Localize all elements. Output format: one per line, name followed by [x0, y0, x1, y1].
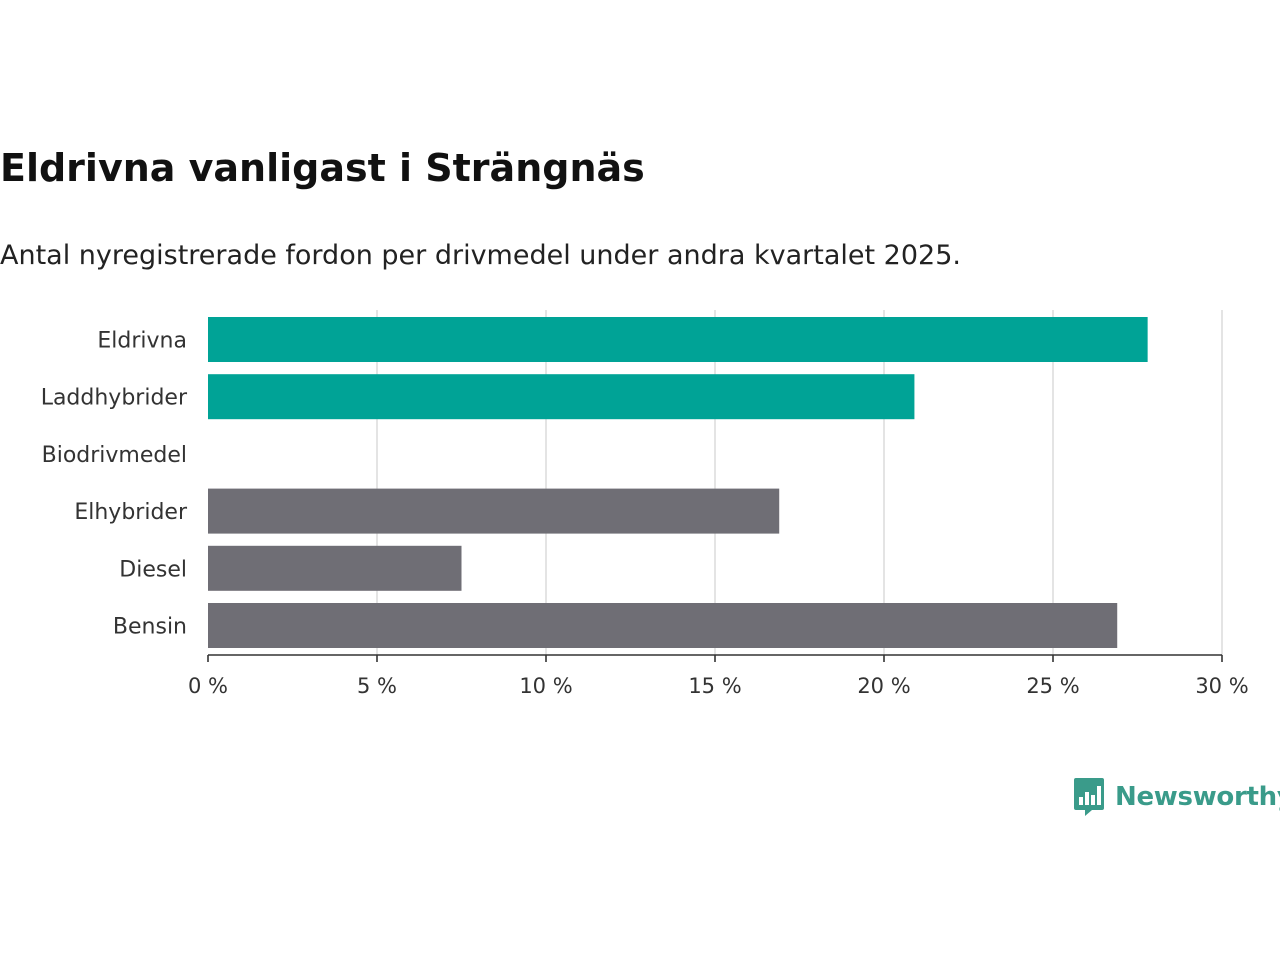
category-label: Laddhybrider — [41, 386, 188, 411]
category-label: Eldrivna — [97, 329, 187, 354]
x-tick-label: 15 % — [688, 674, 741, 698]
chart-subtitle: Antal nyregistrerade fordon per drivmede… — [0, 240, 961, 271]
category-label: Bensin — [113, 615, 187, 640]
brand-name: Newsworthy — [1115, 782, 1280, 812]
bar-diesel[interactable] — [208, 545, 462, 591]
category-label: Diesel — [119, 557, 187, 582]
bar-eldrivna[interactable] — [208, 317, 1148, 362]
x-tick-label: 20 % — [857, 674, 910, 698]
bar-bensin[interactable] — [208, 603, 1118, 648]
x-tick-label: 30 % — [1195, 674, 1248, 698]
x-tick-label: 5 % — [357, 674, 397, 698]
chart-title: Eldrivna vanligast i Strängnäs — [0, 146, 645, 190]
newsworthy-logo: Newsworthy — [1072, 776, 1280, 818]
category-label: Elhybrider — [74, 500, 188, 525]
bar-chart: Eldrivna Laddhybrider Biodrivmedel Elhybrid… — [41, 310, 1249, 698]
x-tick-label: 25 % — [1026, 674, 1079, 698]
bar-chart-speech-bubble-icon — [1074, 778, 1104, 816]
category-label: Biodrivmedel — [42, 443, 187, 468]
bar-elhybrider[interactable] — [208, 488, 780, 534]
x-tick-label: 10 % — [519, 674, 572, 698]
x-tick-label: 0 % — [188, 674, 228, 698]
bar-laddhybrider[interactable] — [208, 374, 915, 420]
